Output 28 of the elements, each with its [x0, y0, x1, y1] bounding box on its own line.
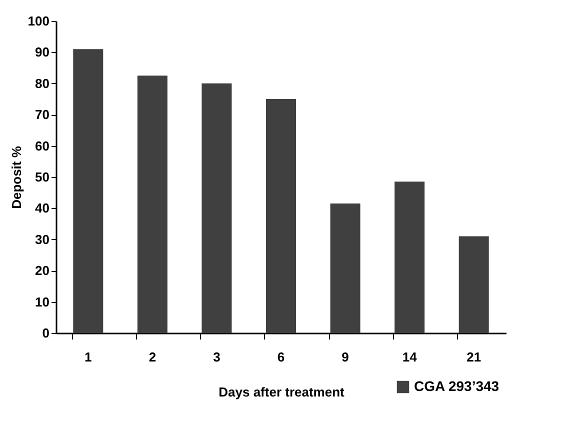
x-tick-label: 14 — [402, 350, 418, 364]
y-tick-label: 50 — [35, 170, 50, 184]
y-tick-label: 60 — [35, 138, 50, 154]
x-tick-label: 6 — [277, 350, 285, 364]
y-tick-label: 70 — [35, 107, 50, 122]
x-tick-label: 2 — [148, 350, 156, 364]
y-tick-label: 20 — [35, 263, 50, 278]
bar — [458, 236, 489, 333]
x-tick-label: 1 — [84, 350, 92, 364]
y-axis-title: Deposit % — [8, 146, 24, 209]
bar — [202, 83, 232, 333]
bar — [266, 99, 296, 333]
bar — [137, 76, 168, 333]
bar — [394, 182, 425, 333]
y-tick-label: 100 — [28, 14, 50, 28]
bar — [73, 49, 104, 333]
x-axis-title: Days after treatment — [218, 384, 346, 400]
legend-label: CGA 293’343 — [414, 378, 500, 394]
y-tick-label: 40 — [35, 200, 50, 216]
y-tick-label: 0 — [42, 326, 50, 340]
x-tick-label: 3 — [213, 350, 220, 364]
x-tick-label: 21 — [466, 350, 482, 364]
y-tick-label: 30 — [35, 232, 50, 247]
y-tick-label: 80 — [35, 76, 50, 91]
y-tick-label: 90 — [35, 44, 50, 60]
y-tick-label: 10 — [35, 294, 50, 310]
x-tick-label: 9 — [342, 350, 349, 364]
bar — [330, 204, 360, 333]
